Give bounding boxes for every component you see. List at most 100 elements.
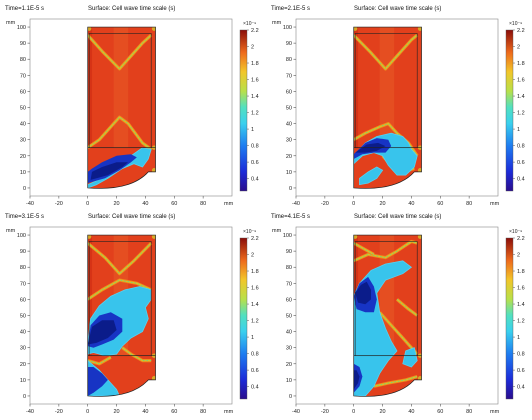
- colorbar-tick-label: 0.6: [251, 368, 259, 374]
- y-tick-label: 0: [289, 186, 292, 192]
- x-tick-label: 40: [408, 201, 414, 207]
- plot-panel-3: Time=3.1E-5 s Surface: Cell wave time sca…: [0, 208, 266, 415]
- plot-panel-2: Time=2.1E-5 s Surface: Cell wave time sca…: [266, 0, 532, 207]
- y-tick-label: 30: [286, 138, 292, 144]
- y-tick-label: 70: [286, 281, 292, 287]
- field-band: [379, 27, 395, 148]
- y-tick-label: 100: [283, 25, 292, 31]
- geometry-outline: [353, 234, 422, 397]
- streak-speckle: [87, 242, 152, 275]
- x-tick-label: 60: [171, 409, 177, 415]
- y-tick-label: 10: [286, 170, 292, 176]
- geometry-outline: [353, 26, 422, 189]
- colorbar-tick-label: 1.4: [517, 94, 525, 100]
- y-tick-label: 50: [20, 106, 26, 112]
- y-tick-label: 90: [286, 41, 292, 47]
- y-tick-label: 70: [20, 73, 26, 79]
- colorbar-tick-label: 2.2: [251, 236, 259, 242]
- x-tick-label: 80: [200, 201, 206, 207]
- time-label: Time=2.1E-5 s: [271, 6, 310, 12]
- colorbar-tick-label: 1.6: [517, 78, 525, 84]
- y-tick-label: 80: [20, 57, 26, 63]
- colorbar-tick-label: 1.6: [251, 286, 259, 292]
- colorbar-tick-label: 0.8: [517, 144, 525, 150]
- time-label: Time=4.1E-5 s: [271, 214, 310, 220]
- colorbar-tick-label: 1: [251, 127, 254, 133]
- y-tick-label: 60: [286, 297, 292, 303]
- plot-title: Surface: Cell wave time scale (s): [354, 6, 441, 12]
- colorbar-exponent: ×10⁻⁹: [509, 229, 522, 235]
- x-tick-label: 20: [380, 201, 386, 207]
- colorbar-tick-label: 1.8: [517, 61, 525, 67]
- field-region: [359, 166, 384, 186]
- y-tick-label: 100: [17, 25, 26, 31]
- x-tick-label: 20: [114, 409, 120, 415]
- colorbar-tick-label: 1: [517, 335, 520, 341]
- plot-title: Surface: Cell wave time scale (s): [88, 214, 175, 220]
- y-tick-label: 50: [20, 314, 26, 320]
- x-tick-label: 40: [142, 409, 148, 415]
- x-tick-label: -40: [26, 409, 34, 415]
- colorbar-exponent: ×10⁻⁹: [243, 229, 256, 235]
- x-unit-label: mm: [490, 409, 500, 415]
- y-tick-label: 80: [286, 57, 292, 63]
- field-region: [353, 370, 360, 390]
- x-tick-label: 80: [200, 409, 206, 415]
- field-band: [87, 235, 93, 356]
- y-tick-label: 0: [289, 394, 292, 400]
- colorbar-tick-label: 1.6: [517, 286, 525, 292]
- y-tick-label: 40: [286, 122, 292, 128]
- colorbar: [239, 29, 248, 192]
- y-tick-label: 10: [286, 378, 292, 384]
- y-tick-label: 40: [20, 122, 26, 128]
- colorbar-tick-label: 1.8: [251, 61, 259, 67]
- colorbar-tick-label: 1.8: [517, 269, 525, 275]
- y-tick-label: 20: [286, 154, 292, 160]
- x-tick-label: 0: [86, 201, 89, 207]
- x-tick-label: 80: [466, 201, 472, 207]
- y-unit-label: mm: [6, 228, 16, 234]
- x-tick-label: 0: [86, 409, 89, 415]
- colorbar: [505, 237, 514, 400]
- y-tick-label: 50: [286, 314, 292, 320]
- y-tick-label: 0: [23, 394, 26, 400]
- y-tick-label: 100: [283, 233, 292, 239]
- y-tick-label: 60: [20, 89, 26, 95]
- field-region: [87, 367, 108, 396]
- y-tick-label: 60: [286, 89, 292, 95]
- x-tick-label: 40: [408, 409, 414, 415]
- colorbar-tick-label: 0.4: [251, 177, 259, 183]
- y-tick-label: 30: [286, 346, 292, 352]
- colorbar-tick-label: 0.8: [251, 352, 259, 358]
- colorbar-tick-label: 0.6: [251, 160, 259, 166]
- y-unit-label: mm: [272, 20, 282, 26]
- geometry-outline: [87, 26, 156, 189]
- y-tick-label: 0: [23, 186, 26, 192]
- streak-speckle: [87, 357, 111, 365]
- x-tick-label: 60: [171, 201, 177, 207]
- field-band: [113, 27, 129, 148]
- colorbar-tick-label: 1.2: [251, 111, 259, 117]
- x-unit-label: mm: [224, 201, 234, 207]
- y-tick-label: 50: [286, 106, 292, 112]
- y-tick-label: 10: [20, 378, 26, 384]
- y-tick-label: 10: [20, 170, 26, 176]
- colorbar-tick-label: 1.4: [251, 94, 259, 100]
- colorbar-tick-label: 2: [251, 45, 254, 51]
- x-unit-label: mm: [490, 201, 500, 207]
- field-band: [87, 27, 93, 148]
- y-unit-label: mm: [272, 228, 282, 234]
- x-tick-label: 0: [352, 409, 355, 415]
- colorbar-tick-label: 0.6: [517, 368, 525, 374]
- colorbar-tick-label: 2: [251, 253, 254, 259]
- colorbar-tick-label: 0.4: [517, 385, 525, 391]
- streak-speckle: [87, 116, 152, 150]
- colorbar-tick-label: 0.4: [517, 177, 525, 183]
- x-tick-label: 80: [466, 409, 472, 415]
- plot-svg-2: Time=2.1E-5 s Surface: Cell wave time sca…: [271, 6, 525, 207]
- plot-panel-1: Time=1.1E-5 s Surface: Cell wave time sca…: [0, 0, 266, 207]
- colorbar: [239, 237, 248, 400]
- streak-speckle: [396, 299, 418, 316]
- colorbar-tick-label: 1.2: [517, 319, 525, 325]
- streak-speckle: [87, 34, 152, 70]
